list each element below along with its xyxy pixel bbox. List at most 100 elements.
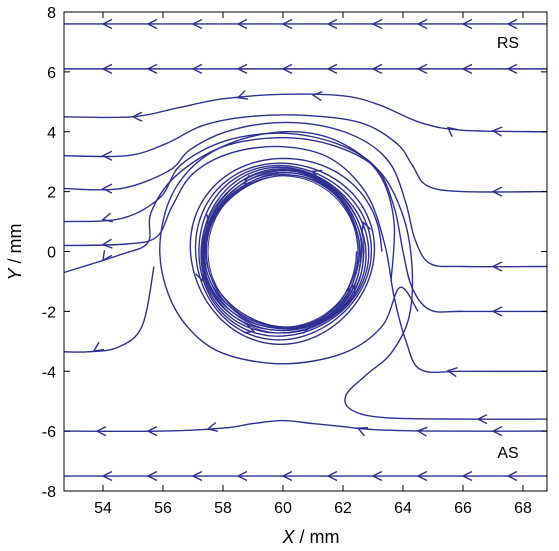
flow-arrow: [101, 63, 113, 75]
flow-arrow: [326, 63, 338, 75]
x-tick-label: 60: [274, 500, 292, 517]
x-tick-label: 56: [154, 500, 172, 517]
y-tick-label: 4: [47, 125, 56, 142]
flow-arrow: [92, 341, 105, 352]
x-tick-label: 68: [514, 500, 532, 517]
y-tick-label: -6: [42, 424, 56, 441]
x-tick-label: 62: [334, 500, 352, 517]
annotations-layer: RS AS: [497, 35, 519, 462]
ticks-layer: [64, 11, 547, 492]
flow-arrow: [416, 470, 428, 482]
flow-arrow: [101, 470, 113, 482]
flow-arrow: [236, 63, 248, 75]
flow-arrow: [326, 18, 338, 30]
flow-arrow: [491, 306, 503, 317]
streamlines-layer: [63, 18, 548, 482]
y-tick-label: 2: [47, 185, 56, 202]
flow-arrow: [491, 126, 503, 137]
streamline-3: [63, 114, 548, 197]
flow-arrow: [326, 470, 338, 482]
flow-arrow: [491, 186, 503, 197]
flow-arrow: [300, 324, 312, 334]
flow-arrow: [476, 413, 488, 425]
flow-arrow: [101, 183, 113, 194]
flow-arrow: [491, 425, 503, 437]
y-tick-label: -8: [42, 484, 56, 501]
flow-arrow: [506, 470, 518, 482]
vortex-ring: [207, 175, 359, 328]
flow-arrow: [206, 421, 218, 432]
flow-arrow: [416, 63, 428, 75]
x-tick-label: 66: [454, 500, 472, 517]
streamline-path: [63, 121, 548, 268]
flow-arrow: [461, 18, 473, 30]
streamline-path: [63, 114, 548, 193]
flow-arrow: [416, 426, 428, 437]
region-label-rs: RS: [497, 35, 519, 52]
streamline-6: [63, 145, 548, 378]
flow-arrow: [191, 470, 203, 482]
streamline-2: [63, 90, 548, 137]
flow-arrow: [446, 367, 458, 378]
flow-arrow: [446, 126, 458, 137]
flow-arrow: [191, 63, 203, 75]
x-tick-label: 58: [214, 500, 232, 517]
vortex-layer: [189, 157, 383, 345]
flow-arrow: [101, 238, 113, 249]
flow-arrow: [461, 63, 473, 75]
flow-arrow: [281, 18, 293, 30]
flow-arrow: [146, 63, 158, 75]
vortex-ring: [206, 173, 360, 330]
flow-arrow: [356, 427, 369, 437]
streamline-path: [63, 136, 548, 420]
flow-arrow: [281, 470, 293, 482]
flow-arrow: [506, 63, 518, 75]
flow-arrow: [243, 323, 256, 334]
flow-arrow: [101, 18, 113, 30]
streamline-path: [63, 419, 548, 433]
y-tick-label: 6: [47, 65, 56, 82]
flow-arrow: [236, 470, 248, 482]
flow-arrow: [102, 250, 113, 262]
flow-arrow: [371, 470, 383, 482]
flow-arrow: [206, 214, 216, 226]
flow-arrow: [191, 18, 203, 30]
streamline-7: [63, 136, 548, 425]
streamline-path: [63, 145, 548, 374]
flow-arrow: [371, 18, 383, 30]
y-axis-label: Y / mm: [5, 223, 25, 280]
vortex-ring: [201, 169, 365, 334]
x-axis-label: X / mm: [281, 527, 339, 547]
y-tick-label: 0: [47, 245, 56, 262]
x-tick-label: 54: [94, 500, 112, 517]
flow-arrow: [310, 169, 323, 180]
flow-arrow: [491, 261, 503, 272]
y-axis-var: Y: [5, 267, 25, 281]
flow-arrow: [146, 18, 158, 30]
flow-arrow: [371, 63, 383, 75]
streamline-10: [63, 419, 548, 437]
region-label-as: AS: [497, 445, 518, 462]
flow-arrow: [506, 18, 518, 30]
streamline-9: [63, 266, 155, 353]
flow-arrow: [236, 90, 249, 100]
flow-arrow: [101, 150, 113, 161]
streamline-0: [64, 18, 547, 30]
streamline-11: [64, 470, 547, 482]
flow-arrow: [146, 425, 158, 437]
y-tick-label: 8: [47, 5, 56, 22]
flow-arrow: [311, 90, 323, 102]
x-axis-unit: / mm: [295, 527, 340, 547]
flow-arrow: [95, 425, 107, 437]
y-tick-label: -4: [42, 364, 56, 381]
flow-arrow: [416, 18, 428, 30]
x-tick-label: 64: [394, 500, 412, 517]
flow-arrow: [131, 111, 143, 122]
x-axis-var: X: [281, 527, 295, 547]
flow-arrow: [346, 283, 356, 295]
streamline-1: [64, 63, 547, 75]
flow-arrow: [242, 174, 254, 185]
vortex-spiral: [189, 157, 383, 345]
